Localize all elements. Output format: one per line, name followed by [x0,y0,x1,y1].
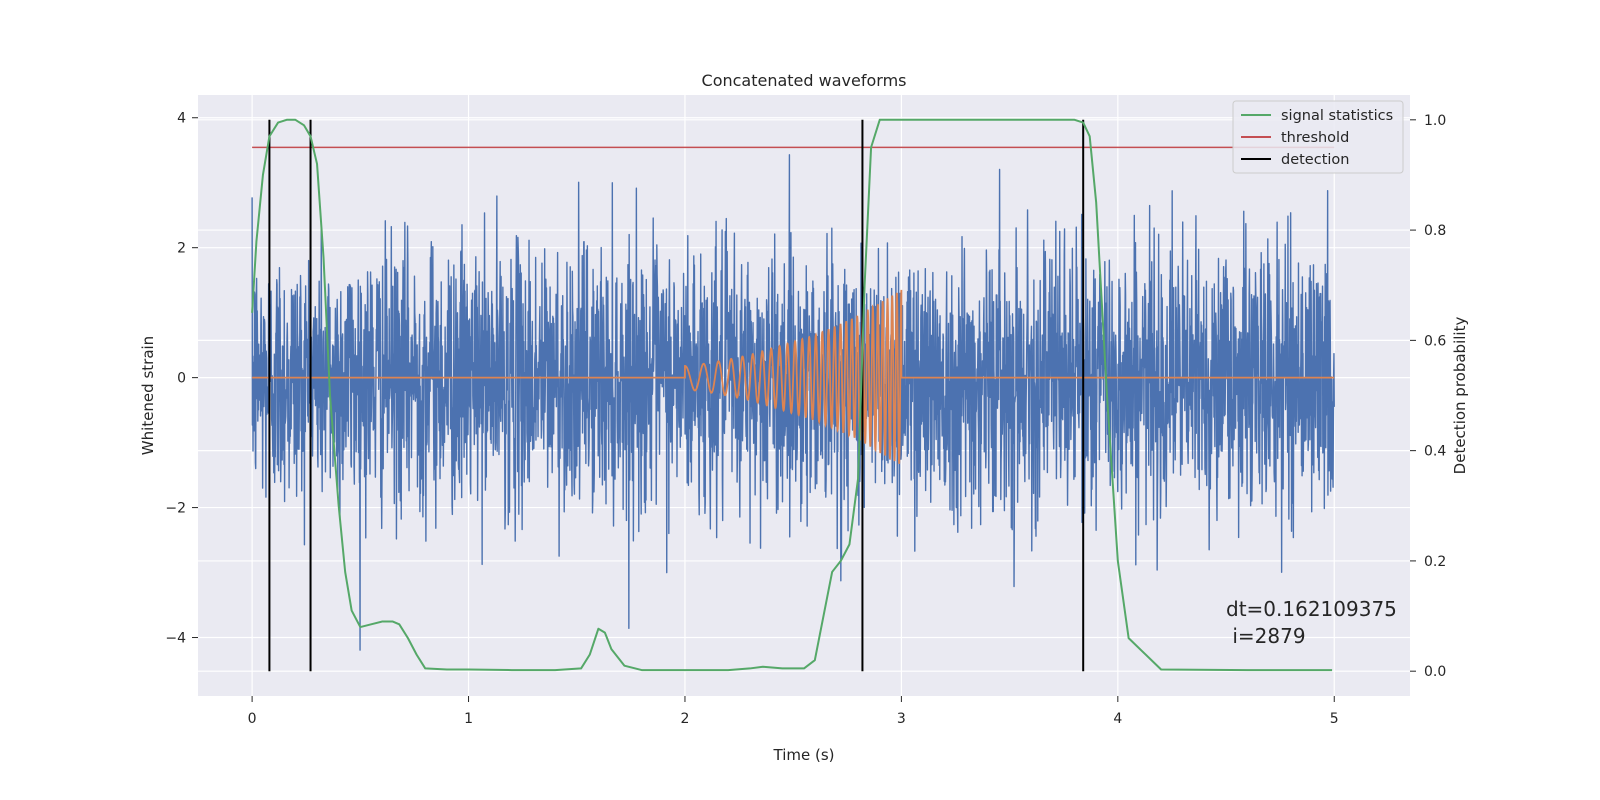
legend-label-detection: detection [1281,152,1349,168]
y-axis-title: Whitened strain [139,336,157,455]
y-right-tick-label: 1.0 [1424,113,1446,129]
x-tick-label: 2 [681,711,690,727]
statistics-line [251,118,1333,672]
x-axis-title: Time (s) [773,746,835,764]
legend-label-signal-statistics: signal statistics [1281,108,1393,124]
y-axis-right-title: Detection probability [1451,317,1469,475]
x-tick-label: 1 [464,711,473,727]
annotation-index: i=2879 [1226,624,1306,648]
x-tick-label: 3 [897,711,906,727]
x-tick-label: 0 [248,711,257,727]
y-right-tick-label: 0.2 [1424,554,1446,570]
legend: signal statistics threshold detection [1232,100,1404,174]
y-tick-label: −2 [165,501,186,517]
waveform-line [252,289,1335,464]
noise-line [251,154,1335,651]
y-tick-label: 0 [177,371,186,387]
y-tick-label: 4 [177,111,186,127]
waveform-series [252,289,1335,464]
x-tick-label: 5 [1330,711,1339,727]
legend-label-threshold: threshold [1281,130,1349,146]
y-right-tick-label: 0.4 [1424,444,1446,460]
y-tick-label: −4 [165,631,186,647]
annotation-dt: dt=0.162109375 [1226,597,1397,621]
y-right-tick-label: 0.6 [1424,333,1446,349]
chart-title: Concatenated waveforms [702,71,907,90]
statistics-series [251,118,1333,672]
y-right-tick-label: 0.0 [1424,664,1446,680]
noise-series [251,154,1335,651]
y-tick-label: 2 [177,241,186,257]
legend-box [1232,100,1404,174]
y-right-tick-label: 0.8 [1424,223,1446,239]
detection-lines [268,119,1085,672]
x-tick-label: 4 [1113,711,1122,727]
ticks: 0 1 2 3 4 5 −4 −2 0 2 4 0.0 0.2 0.4 0.6 0.8 1.0 [165,111,1446,727]
